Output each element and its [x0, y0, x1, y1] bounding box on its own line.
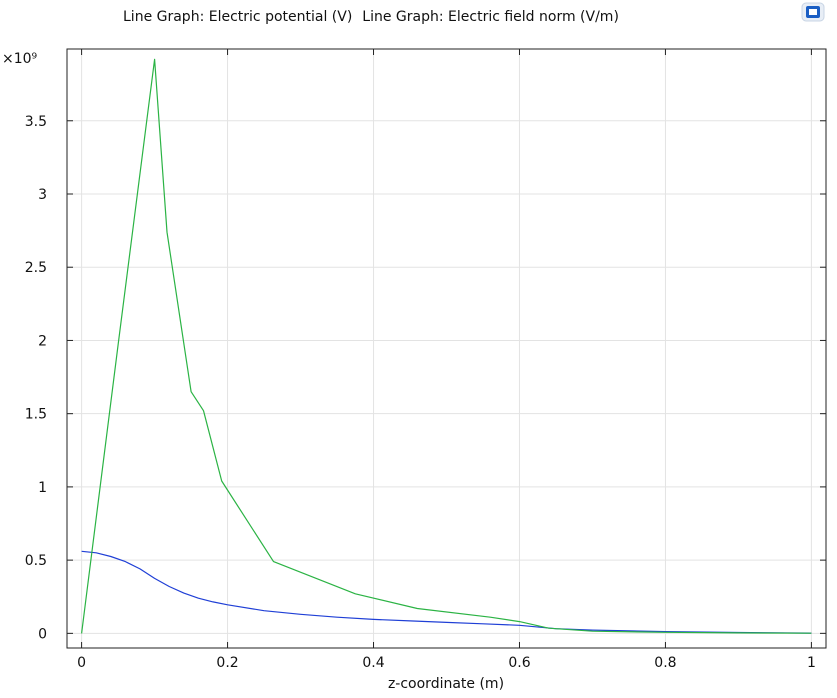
- y-exponent-label: ×10⁹: [2, 51, 38, 67]
- series-group: [81, 58, 812, 634]
- y-tick-label: 3.5: [25, 114, 47, 130]
- grid-lines: [67, 49, 826, 648]
- y-tick-label: 1: [38, 480, 47, 496]
- y-tick-label: 2.5: [25, 260, 47, 276]
- y-tick-label: 3: [38, 187, 47, 203]
- axis-ticks: 0 0.2 0.4 0.6 0.8 1 0 0.5 1 1.5 2 2.5 3 3.5: [25, 49, 826, 671]
- y-tick-label: 2: [38, 333, 47, 349]
- chart-title-line: Line Graph: Electric potential (V) Line G…: [123, 9, 629, 25]
- y-tick-label: 1.5: [25, 407, 47, 423]
- x-tick-label: 1: [807, 655, 816, 671]
- x-tick-label: 0.8: [654, 655, 676, 671]
- y-tick-label: 0.5: [25, 553, 47, 569]
- graph2-title: Line Graph: Electric field norm (V/m): [362, 9, 619, 25]
- x-tick-label: 0.4: [362, 655, 384, 671]
- potential-series-line: [81, 550, 812, 634]
- x-axis-label: z-coordinate (m): [388, 676, 504, 692]
- x-tick-label: 0.6: [508, 655, 530, 671]
- y-tick-label: 0: [38, 626, 47, 642]
- field-norm-series-line: [81, 58, 812, 634]
- plot-area-frame: [66, 48, 827, 649]
- x-tick-label: 0.2: [216, 655, 238, 671]
- comsol-logo-icon: [801, 2, 825, 22]
- graph1-title: Line Graph: Electric potential (V): [123, 9, 353, 25]
- x-tick-label: 0: [77, 655, 86, 671]
